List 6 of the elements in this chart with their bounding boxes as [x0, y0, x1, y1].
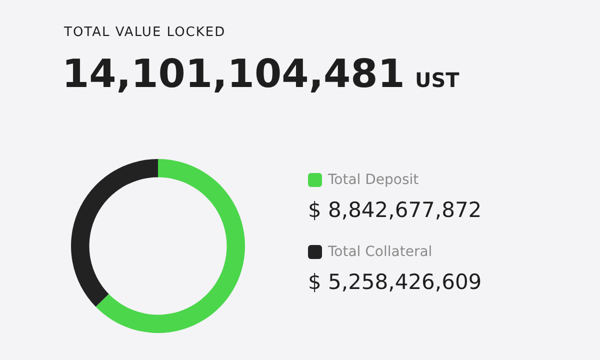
- legend-label: Total Deposit: [328, 172, 419, 188]
- data-label: $ 8,842,677,872: [308, 198, 482, 222]
- data-label: $ 5,258,426,609: [308, 270, 482, 294]
- legend-label: Total Collateral: [328, 244, 432, 260]
- chart-subtitle: 14,101,104,481 UST: [62, 52, 460, 97]
- chart-title: TOTAL VALUE LOCKED: [64, 25, 226, 40]
